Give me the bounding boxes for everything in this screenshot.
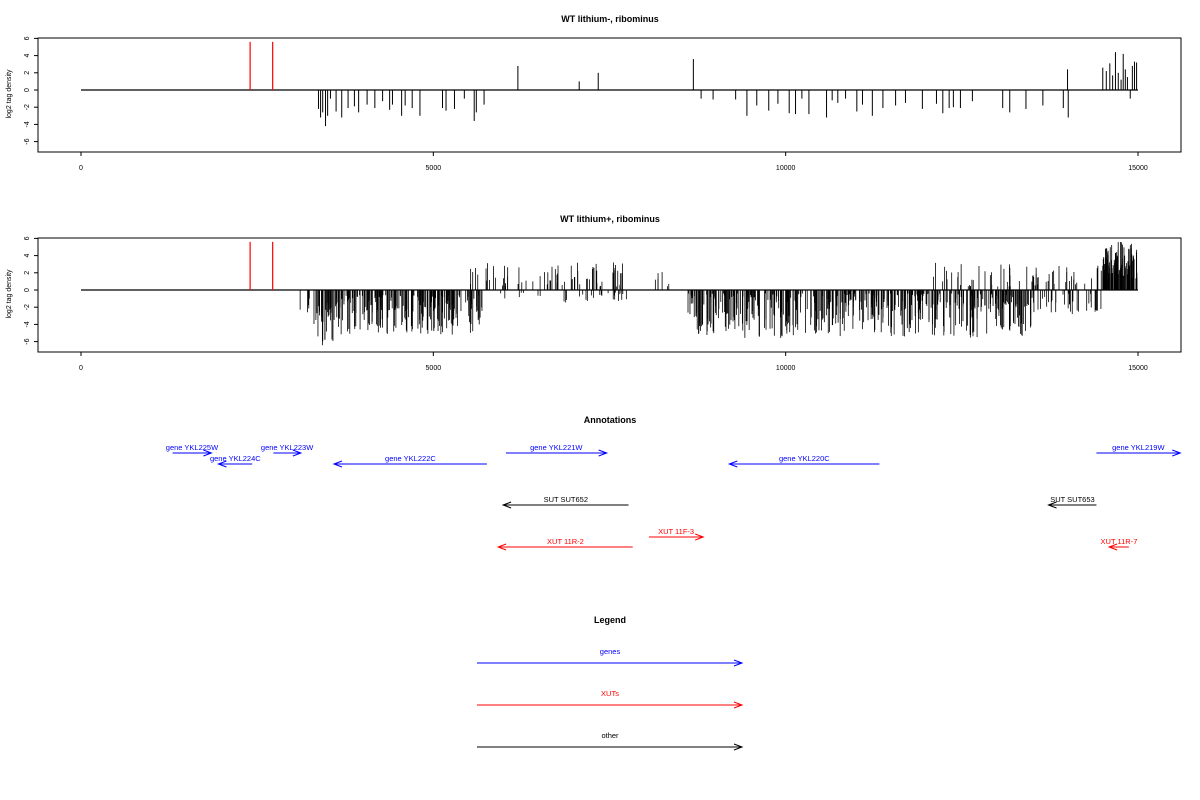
annotation-label: SUT SUT653 — [1050, 495, 1094, 504]
track-panel-lithium-plus: WT lithium+, ribominus log2 tag density … — [6, 214, 1182, 372]
arrow-head-icon — [292, 449, 303, 457]
legend-item: other — [477, 731, 744, 751]
legend-label: other — [601, 731, 619, 740]
arrow-head-icon — [501, 501, 512, 509]
annotation-label: gene YKL219W — [1112, 443, 1165, 452]
arrow-head-icon — [695, 533, 705, 541]
legend-label: genes — [600, 647, 621, 656]
legend-item: XUTs — [477, 689, 744, 709]
y-axis-label: log2 tag density — [6, 269, 13, 319]
y-tick-label: 4 — [24, 254, 31, 258]
x-tick-label: 10000 — [776, 365, 796, 372]
annotation-label: gene YKL222C — [385, 454, 436, 463]
legend-item: genes — [477, 647, 744, 667]
annotation-gene: gene YKL223W — [261, 443, 314, 457]
annotation-label: SUT SUT652 — [544, 495, 588, 504]
y-tick-label: 2 — [24, 271, 31, 275]
annotation-label: XUT 11R-2 — [547, 537, 584, 546]
annotations-title: Annotations — [584, 415, 637, 425]
annotation-label: XUT 11R-7 — [1101, 537, 1138, 546]
x-tick-label: 10000 — [776, 165, 796, 172]
arrow-head-icon — [1047, 501, 1057, 509]
y-tick-label: -6 — [24, 138, 31, 144]
x-tick-label: 5000 — [426, 165, 442, 172]
arrow-head-icon — [727, 460, 738, 468]
annotation-xut: XUT 11R-2 — [496, 537, 633, 551]
y-axis-label: log2 tag density — [6, 69, 13, 119]
arrow-head-icon — [733, 659, 744, 667]
annotation-gene: gene YKL219W — [1096, 443, 1182, 457]
arrow-head-icon — [496, 543, 507, 551]
y-tick-label: 6 — [24, 36, 31, 40]
track-panel-lithium-minus: WT lithium-, ribominus log2 tag density … — [6, 14, 1182, 172]
arrow-head-icon — [1107, 543, 1118, 551]
y-tick-label: 0 — [24, 88, 31, 92]
arrow-head-icon — [203, 449, 213, 457]
annotation-gene: gene YKL222C — [332, 454, 487, 468]
arrow-head-icon — [598, 449, 609, 457]
x-tick-label: 15000 — [1128, 365, 1148, 372]
y-tick-label: -2 — [24, 304, 31, 310]
legend-label: XUTs — [601, 689, 619, 698]
arrow-head-icon — [1172, 449, 1182, 457]
x-tick-label: 15000 — [1128, 165, 1148, 172]
y-tick-label: 2 — [24, 71, 31, 75]
y-tick-label: 0 — [24, 288, 31, 292]
arrow-head-icon — [332, 460, 343, 468]
annotation-label: gene YKL220C — [779, 454, 830, 463]
plot-frame — [37, 37, 1182, 153]
annotation-gene: gene YKL225W — [166, 443, 219, 457]
annotation-label: gene YKL223W — [261, 443, 314, 452]
annotation-xut: XUT 11R-7 — [1101, 537, 1138, 551]
panel-title: WT lithium+, ribominus — [560, 214, 660, 224]
y-tick-label: -4 — [24, 321, 31, 327]
annotation-label: gene YKL224C — [210, 454, 261, 463]
annotation-xut: XUT 11F-3 — [648, 527, 705, 541]
annotation-label: gene YKL221W — [530, 443, 583, 452]
x-tick-label: 5000 — [426, 365, 442, 372]
annotation-gene: gene YKL221W — [505, 443, 609, 457]
legend-panel: Legend genes XUTs other — [477, 615, 744, 751]
arrow-head-icon — [216, 460, 227, 468]
y-tick-label: -6 — [24, 338, 31, 344]
arrow-head-icon — [733, 701, 744, 709]
annotation-gene: gene YKL224C — [210, 454, 261, 468]
y-tick-label: -4 — [24, 121, 31, 127]
y-tick-label: 6 — [24, 236, 31, 240]
x-tick-label: 0 — [79, 165, 83, 172]
x-tick-label: 0 — [79, 365, 83, 372]
y-tick-label: 4 — [24, 54, 31, 58]
panel-title: WT lithium-, ribominus — [561, 14, 659, 24]
annotation-label: gene YKL225W — [166, 443, 219, 452]
annotation-other: SUT SUT652 — [501, 495, 629, 509]
arrow-head-icon — [733, 743, 744, 751]
plot-frame — [37, 237, 1182, 353]
annotation-label: XUT 11F-3 — [658, 527, 694, 536]
y-tick-label: -2 — [24, 104, 31, 110]
annotation-gene: gene YKL220C — [727, 454, 880, 468]
legend-title: Legend — [594, 615, 626, 625]
annotation-other: SUT SUT653 — [1047, 495, 1097, 509]
